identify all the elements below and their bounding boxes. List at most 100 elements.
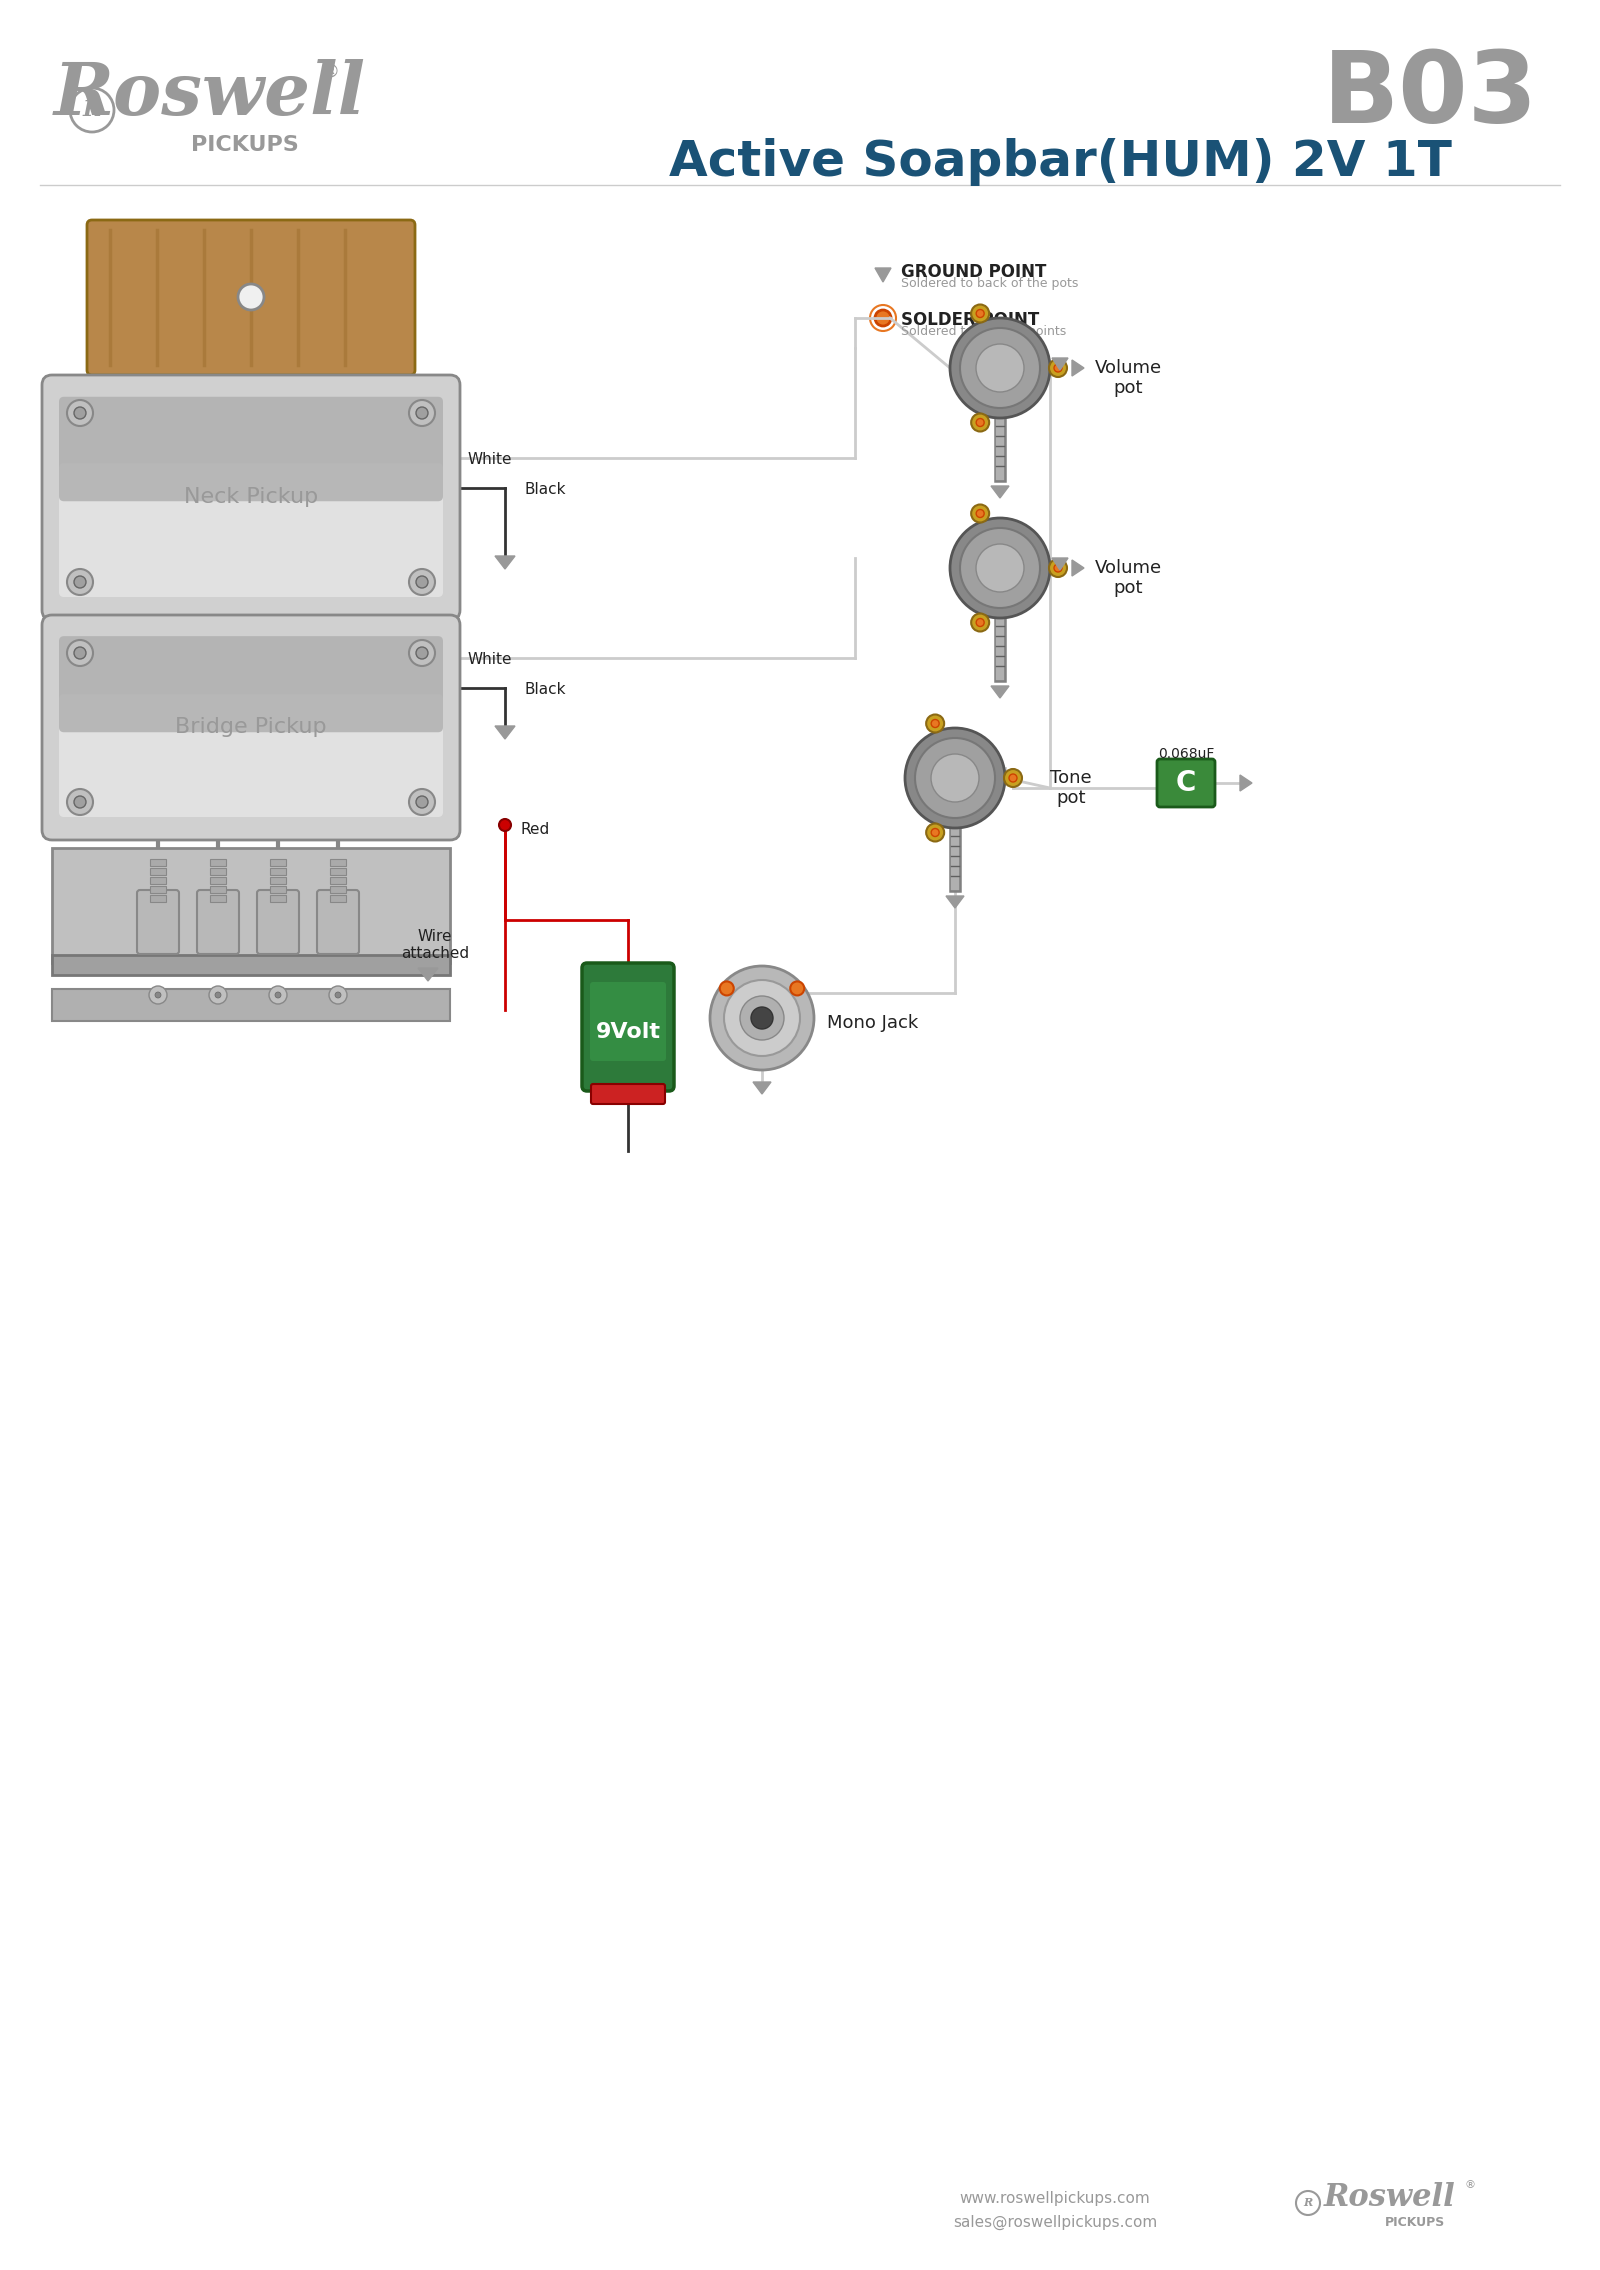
Text: Roswell: Roswell [1325, 2181, 1456, 2213]
Circle shape [976, 617, 984, 627]
Circle shape [1005, 770, 1022, 788]
Circle shape [1054, 563, 1062, 572]
FancyBboxPatch shape [590, 1085, 666, 1103]
FancyBboxPatch shape [51, 849, 450, 962]
Circle shape [269, 985, 286, 1003]
Polygon shape [210, 885, 226, 892]
Circle shape [275, 992, 282, 999]
Circle shape [499, 819, 510, 831]
Circle shape [74, 647, 86, 658]
Circle shape [960, 327, 1040, 409]
Polygon shape [150, 858, 166, 865]
Polygon shape [270, 894, 286, 901]
Polygon shape [270, 876, 286, 883]
Text: PICKUPS: PICKUPS [1386, 2216, 1445, 2229]
Polygon shape [418, 967, 438, 981]
Circle shape [960, 529, 1040, 608]
Text: sales@roswellpickups.com: sales@roswellpickups.com [954, 2216, 1157, 2229]
FancyBboxPatch shape [42, 615, 461, 840]
Text: C: C [1176, 770, 1197, 797]
Circle shape [976, 508, 984, 518]
Polygon shape [150, 894, 166, 901]
FancyBboxPatch shape [1157, 758, 1214, 808]
Circle shape [931, 720, 939, 726]
FancyBboxPatch shape [86, 220, 414, 375]
Polygon shape [494, 556, 515, 570]
Circle shape [67, 400, 93, 427]
Text: Volume
pot: Volume pot [1094, 558, 1162, 597]
Polygon shape [1053, 359, 1069, 370]
Text: Soldered to contact points: Soldered to contact points [901, 325, 1066, 338]
Polygon shape [150, 876, 166, 883]
Circle shape [416, 406, 429, 420]
Polygon shape [754, 1083, 771, 1094]
Text: Active Soapbar(HUM) 2V 1T: Active Soapbar(HUM) 2V 1T [669, 138, 1451, 186]
Text: Neck Pickup: Neck Pickup [184, 488, 318, 506]
Circle shape [67, 790, 93, 815]
Text: Roswell: Roswell [54, 59, 366, 129]
Text: ®: ® [322, 64, 339, 82]
Circle shape [915, 738, 995, 817]
FancyBboxPatch shape [42, 375, 461, 620]
Polygon shape [150, 885, 166, 892]
FancyBboxPatch shape [59, 695, 443, 817]
FancyBboxPatch shape [138, 890, 179, 953]
Text: White: White [467, 651, 512, 667]
Circle shape [1050, 359, 1067, 377]
Polygon shape [330, 894, 346, 901]
Text: Red: Red [520, 822, 549, 838]
Circle shape [950, 318, 1050, 418]
FancyBboxPatch shape [51, 956, 450, 976]
Text: Wire
attached: Wire attached [402, 928, 469, 960]
Polygon shape [875, 268, 891, 281]
Circle shape [416, 577, 429, 588]
Circle shape [416, 647, 429, 658]
Circle shape [74, 797, 86, 808]
Circle shape [330, 985, 347, 1003]
Polygon shape [270, 885, 286, 892]
Circle shape [931, 829, 939, 838]
Text: Mono Jack: Mono Jack [827, 1015, 918, 1033]
Circle shape [214, 992, 221, 999]
Text: SOLDER POINT: SOLDER POINT [901, 311, 1040, 329]
Circle shape [875, 311, 891, 327]
FancyBboxPatch shape [317, 890, 358, 953]
Circle shape [1054, 363, 1062, 372]
Circle shape [155, 992, 162, 999]
Polygon shape [210, 867, 226, 874]
FancyBboxPatch shape [197, 890, 238, 953]
FancyBboxPatch shape [258, 890, 299, 953]
Polygon shape [330, 876, 346, 883]
Circle shape [334, 992, 341, 999]
Circle shape [976, 418, 984, 427]
FancyBboxPatch shape [582, 962, 674, 1092]
Text: Black: Black [525, 683, 566, 697]
Text: ®: ® [1464, 2179, 1475, 2191]
Text: GROUND POINT: GROUND POINT [901, 263, 1046, 281]
Polygon shape [1053, 558, 1069, 570]
Text: Soldered to back of the pots: Soldered to back of the pots [901, 277, 1078, 291]
FancyBboxPatch shape [59, 463, 443, 597]
Circle shape [750, 1008, 773, 1028]
Circle shape [950, 518, 1050, 617]
Circle shape [976, 345, 1024, 393]
Circle shape [723, 981, 800, 1056]
Polygon shape [330, 867, 346, 874]
Circle shape [790, 981, 805, 997]
Text: B03: B03 [1322, 45, 1538, 143]
Circle shape [238, 284, 264, 311]
Text: Volume
pot: Volume pot [1094, 359, 1162, 397]
Polygon shape [210, 894, 226, 901]
FancyBboxPatch shape [59, 397, 443, 502]
Text: www.roswellpickups.com: www.roswellpickups.com [960, 2191, 1150, 2206]
Circle shape [410, 400, 435, 427]
Circle shape [720, 981, 734, 997]
Polygon shape [1072, 561, 1085, 577]
Circle shape [410, 570, 435, 595]
Text: 0.068uF: 0.068uF [1158, 747, 1214, 760]
Circle shape [931, 754, 979, 801]
Circle shape [1050, 558, 1067, 577]
Circle shape [74, 577, 86, 588]
Circle shape [971, 613, 989, 631]
Circle shape [971, 504, 989, 522]
